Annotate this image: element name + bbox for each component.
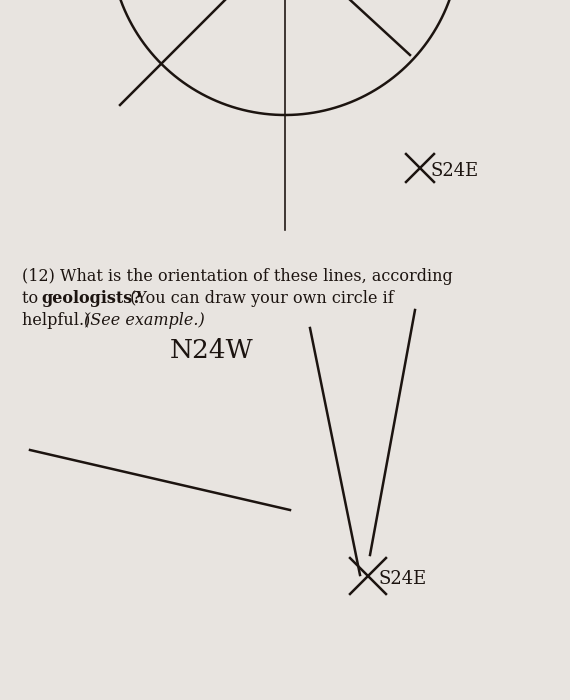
Text: S24E: S24E	[378, 570, 426, 588]
Text: to: to	[22, 290, 43, 307]
Text: helpful.): helpful.)	[22, 312, 96, 329]
Text: S24E: S24E	[430, 162, 478, 180]
Text: (See example.): (See example.)	[84, 312, 205, 329]
Text: (You can draw your own circle if: (You can draw your own circle if	[125, 290, 394, 307]
Text: (12) What is the orientation of these lines, according: (12) What is the orientation of these li…	[22, 268, 453, 285]
Text: N24W: N24W	[170, 338, 254, 363]
Text: geologists?: geologists?	[41, 290, 141, 307]
